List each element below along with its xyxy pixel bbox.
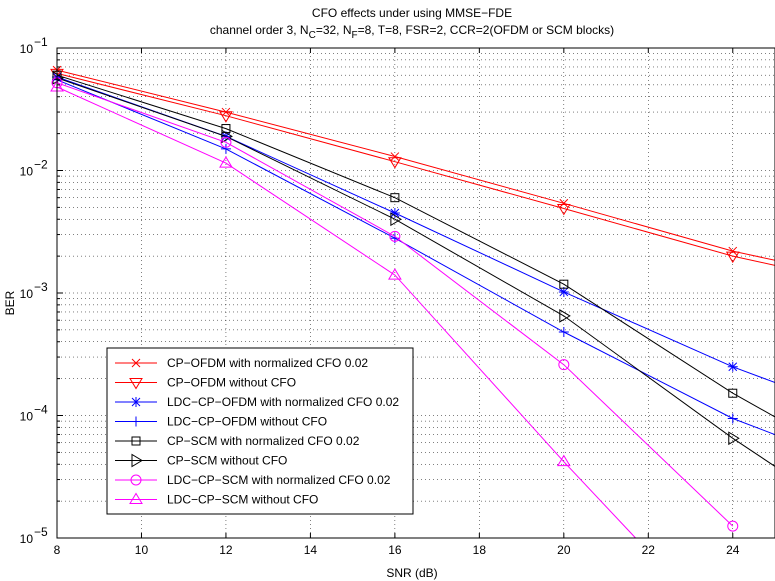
data-point (387, 268, 402, 280)
y-tick-exponent: −2 (34, 158, 48, 172)
legend-entry: LDC−CP−SCM with normalized CFO 0.02 (115, 473, 391, 487)
legend-marker (129, 378, 143, 390)
data-point (727, 520, 739, 532)
data-point (220, 143, 231, 154)
y-tick-exponent: −1 (34, 35, 48, 49)
series-5 (52, 70, 775, 418)
legend-label: LDC−CP−OFDM without CFO (167, 415, 327, 429)
legend-label: CP−OFDM without CFO (167, 376, 296, 390)
series-line (56, 86, 636, 539)
legend: CP−OFDM with normalized CFO 0.02 CP−OFDM … (106, 347, 414, 515)
legend-marker (131, 397, 141, 407)
y-tick-exponent: −5 (34, 525, 48, 539)
series-line (56, 74, 775, 418)
data-point (556, 203, 571, 216)
x-tick-label: 18 (473, 543, 487, 557)
data-point (219, 111, 233, 123)
legend-marker (130, 474, 142, 486)
series-6 (52, 71, 775, 467)
data-point (387, 157, 402, 169)
legend-marker (129, 492, 143, 504)
x-tick-label: 22 (642, 543, 656, 557)
legend-box (106, 347, 414, 515)
data-point (390, 152, 400, 161)
x-tick-label: 14 (304, 543, 318, 557)
legend-label: CP−OFDM with normalized CFO 0.02 (167, 356, 368, 370)
data-point (725, 251, 740, 264)
data-point (221, 129, 233, 144)
legend-entry: CP−SCM with normalized CFO 0.02 (115, 434, 360, 448)
data-point (559, 279, 569, 289)
legend-entry: CP−OFDM without CFO (115, 376, 296, 390)
data-point (559, 198, 569, 208)
series-line (56, 69, 775, 261)
y-tick-label: 10 (20, 165, 34, 179)
legend-label: LDC−CP−OFDM with normalized CFO 0.02 (167, 395, 399, 409)
legend-entry: CP−OFDM with normalized CFO 0.02 (115, 356, 368, 370)
data-point (558, 286, 569, 297)
data-point (220, 136, 232, 148)
data-point (558, 327, 569, 338)
data-point (728, 431, 740, 446)
data-point (390, 212, 402, 227)
subtitle-subscript-f: F (352, 30, 358, 41)
subtitle-part-1: channel order 3, N (210, 23, 309, 37)
x-tick-label: 24 (726, 543, 740, 557)
y-tick-label: 10 (20, 410, 34, 424)
legend-entry: LDC−CP−OFDM with normalized CFO 0.02 (115, 395, 399, 409)
subtitle-part-2: =32, N (316, 23, 352, 37)
legend-marker (131, 436, 141, 446)
legend-marker (131, 453, 143, 468)
legend-marker (131, 416, 141, 427)
legend-entry: CP−SCM without CFO (115, 454, 287, 468)
series-line (56, 77, 775, 467)
data-point (558, 359, 570, 371)
plot-series (50, 65, 775, 539)
legend-label: LDC−CP−SCM with normalized CFO 0.02 (167, 473, 391, 487)
series-line (56, 72, 775, 266)
legend-entry: LDC−CP−OFDM without CFO (115, 415, 327, 429)
legend-entry: LDC−CP−SCM without CFO (115, 493, 318, 507)
data-point (727, 361, 738, 372)
legend-entries: CP−OFDM with normalized CFO 0.02 CP−OFDM … (115, 356, 399, 507)
y-tick-exponent: −4 (34, 403, 48, 417)
y-tick-label: 10 (20, 532, 34, 546)
y-tick-label: 10 (20, 287, 34, 301)
legend-label: CP−SCM without CFO (167, 454, 287, 468)
data-point (389, 230, 401, 242)
legend-label: LDC−CP−SCM without CFO (167, 493, 318, 507)
y-tick-exponent: −3 (34, 280, 48, 294)
x-tick-label: 8 (54, 543, 61, 557)
chart-subtitle: channel order 3, NC=32, NF=8, T=8, FSR=2… (210, 23, 614, 41)
legend-marker (131, 358, 141, 368)
x-tick-label: 12 (219, 543, 233, 557)
data-point (556, 454, 571, 467)
legend-label: CP−SCM with normalized CFO 0.02 (167, 434, 360, 448)
x-tick-label: 20 (557, 543, 571, 557)
x-axis-label: SNR (dB) (386, 566, 437, 580)
data-point (728, 388, 738, 398)
subtitle-subscript-c: C (309, 30, 316, 41)
y-axis-label: BER (3, 290, 17, 315)
data-point (219, 156, 233, 168)
y-tick-label: 10 (20, 42, 34, 56)
x-tick-label: 10 (135, 543, 149, 557)
data-point (728, 246, 738, 256)
series-line (56, 82, 734, 527)
subtitle-part-3: =8, T=8, FSR=2, CCR=2(OFDM or SCM blocks… (358, 23, 615, 37)
data-point (727, 413, 738, 424)
series-line (56, 79, 775, 436)
x-tick-label: 16 (388, 543, 402, 557)
data-point (390, 193, 400, 203)
data-point (389, 207, 400, 218)
data-point (559, 309, 571, 323)
chart-title: CFO effects under using MMSE−FDE (312, 6, 512, 20)
